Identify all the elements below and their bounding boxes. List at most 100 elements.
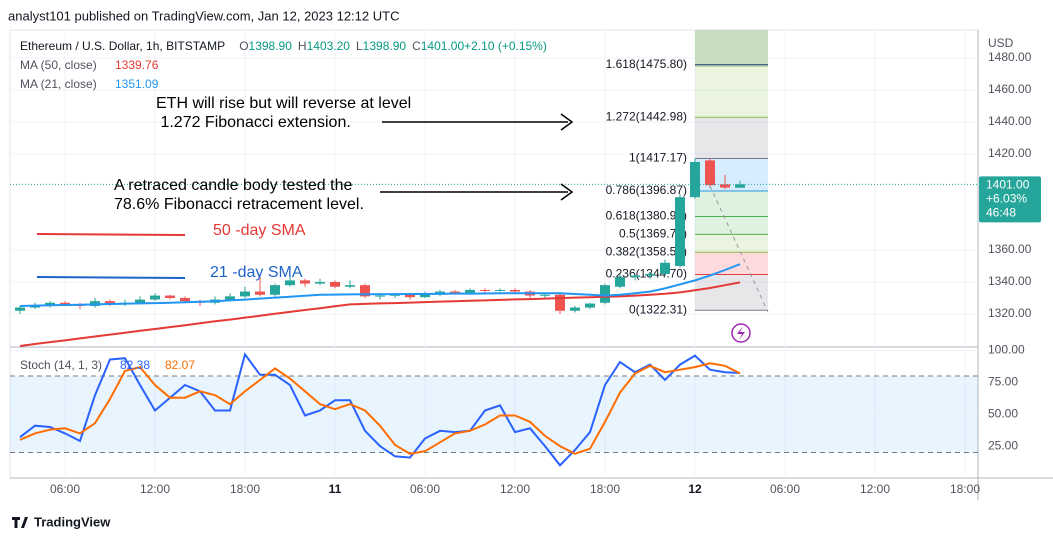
fib-top-zone	[695, 30, 768, 67]
fib-label: 1.272(1442.98)	[606, 109, 687, 123]
last-change: +6.03%	[986, 192, 1027, 206]
candle-body	[645, 273, 655, 276]
brand-name: TradingView	[34, 514, 111, 529]
candle-body	[105, 301, 115, 305]
candle-body	[15, 307, 25, 311]
candle-body	[615, 277, 625, 287]
arrow-head	[560, 183, 574, 201]
candle-body	[720, 184, 730, 188]
candle-body	[345, 285, 355, 287]
line-series	[19, 362, 741, 455]
candle-body	[495, 289, 505, 291]
fib-zone	[695, 64, 768, 118]
fib-label: 1(1417.17)	[629, 151, 687, 165]
ohlc-value: +2.10 (+0.15%)	[464, 39, 547, 53]
arrow-head	[560, 113, 574, 131]
x-tick-label: 18:00	[950, 482, 980, 496]
fib-zone	[695, 190, 768, 217]
last-price-box	[979, 176, 1041, 223]
y-tick-label: 100.00	[988, 343, 1025, 357]
candle-body	[585, 303, 595, 308]
y-tick-label: 75.00	[988, 375, 1018, 389]
ohlc-value: 1398.90	[363, 39, 407, 53]
x-tick-label: 18:00	[230, 482, 260, 496]
x-tick-label: 06:00	[50, 482, 80, 496]
last-price: 1401.00	[986, 178, 1030, 192]
candle-body	[165, 295, 175, 298]
candle-body	[570, 307, 580, 311]
x-tick-label: 12:00	[500, 482, 530, 496]
fib-zone	[695, 234, 768, 253]
y-tick-label: 1440.00	[988, 114, 1032, 128]
candle-body	[180, 297, 190, 302]
candle-body	[300, 280, 310, 284]
note-line: 78.6% Fibonacci retracement level.	[114, 196, 364, 213]
candle-body	[660, 262, 670, 274]
y-tick-label: 1460.00	[988, 82, 1032, 96]
candle-body	[600, 285, 610, 303]
ohlc-key: C	[412, 39, 421, 53]
ohlc-key: L	[356, 39, 363, 53]
ohlc-key: O	[239, 39, 248, 53]
fib-zone	[695, 117, 768, 159]
candle-body	[630, 275, 640, 278]
stoch-k-value: 82.38	[120, 358, 150, 372]
y-tick-label: 50.00	[988, 406, 1018, 420]
note-line: ETH will rise but will reverse at level	[156, 95, 411, 112]
ohlc-key: H	[298, 39, 307, 53]
brand: TradingView	[12, 514, 111, 529]
x-tick-label: 06:00	[770, 482, 800, 496]
candle-body	[555, 294, 565, 311]
fibonacci: 1.618(1475.80) 1.272(1442.98) 1(1417.17) 0.…	[606, 30, 768, 316]
sma21-label: 21 -day SMA	[210, 264, 303, 281]
y-tick-label: 1340.00	[988, 274, 1032, 288]
sma50-label: 50 -day SMA	[213, 222, 306, 239]
y-tick-label: 25.00	[988, 438, 1018, 452]
ohlc-value: 1401.00	[421, 39, 465, 53]
candle-body	[60, 302, 70, 305]
x-tick-label: 18:00	[590, 482, 620, 496]
marks	[10, 158, 978, 467]
candle-body	[285, 280, 295, 286]
note-line: 1.272 Fibonacci extension.	[156, 114, 351, 131]
candle-body	[735, 184, 745, 188]
ohlc-value: 1398.90	[249, 39, 293, 53]
projection-line	[709, 185, 769, 313]
x-tick-label: 11	[329, 482, 342, 496]
candle-body	[330, 281, 340, 287]
fib-zone	[695, 274, 768, 311]
note-line: A retraced candle body tested the	[114, 177, 352, 194]
candle-body	[690, 161, 700, 198]
ohlc-value: 1403.20	[307, 39, 351, 53]
candle-body	[405, 294, 415, 298]
x-tick-label: 12	[688, 482, 702, 496]
candle-body	[420, 294, 430, 298]
event-icon-bolt	[737, 326, 745, 340]
y-tick-label: 1420.00	[988, 146, 1032, 160]
symbol-legend: Ethereum / U.S. Dollar, 1h, BITSTAMP O139…	[20, 39, 547, 53]
fib-label: 0.5(1369.74)	[619, 227, 687, 241]
fib-label: 0.618(1380.94)	[606, 209, 687, 223]
bar-countdown: 46:48	[986, 206, 1016, 220]
candle-body	[675, 197, 685, 266]
ma21-legend: MA (21, close)	[20, 77, 97, 91]
sma50-sample-line	[36, 233, 186, 236]
y-tick-label: 1320.00	[988, 306, 1032, 320]
candle-body	[45, 302, 55, 306]
ma50-legend: MA (50, close)	[20, 58, 97, 72]
candle-body	[315, 281, 325, 284]
line-series	[19, 263, 741, 307]
x-tick-label: 06:00	[410, 482, 440, 496]
candle-body	[255, 291, 265, 295]
sma21-sample-line	[36, 276, 186, 279]
y-tick-label: 1360.00	[988, 242, 1032, 256]
line-series	[19, 352, 741, 467]
candle-body	[225, 296, 235, 300]
x-tick-label: 12:00	[860, 482, 890, 496]
candle-body	[450, 291, 460, 294]
stoch-d-value: 82.07	[165, 358, 195, 372]
annotations: ETH will rise but will reverse at level …	[36, 95, 769, 343]
candle-body	[150, 295, 160, 300]
